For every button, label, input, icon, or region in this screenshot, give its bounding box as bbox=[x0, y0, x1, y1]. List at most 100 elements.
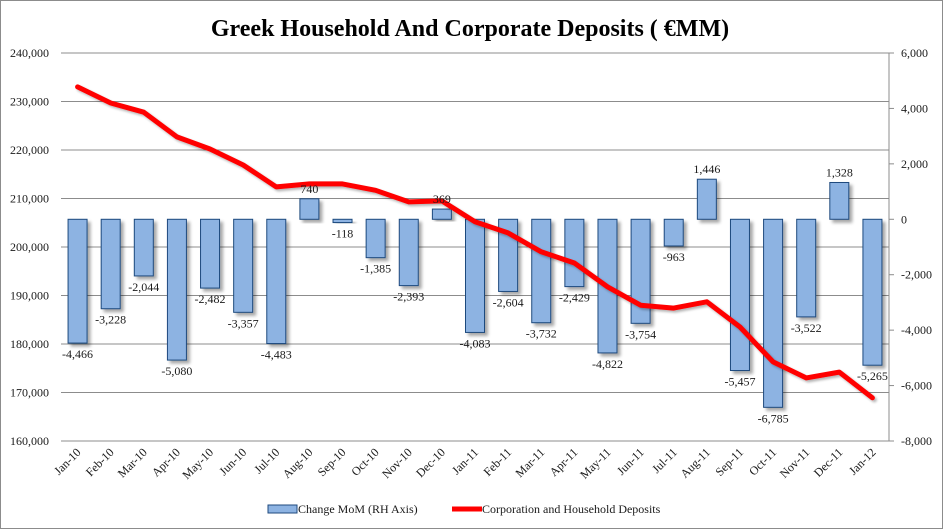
bar bbox=[763, 218, 784, 408]
bar bbox=[67, 218, 88, 344]
x-tick-label: Jan-12 bbox=[846, 445, 879, 478]
bar-series bbox=[67, 178, 883, 408]
left-tick-label: 240,000 bbox=[10, 46, 49, 60]
legend-label-line: Corporation and Household Deposits bbox=[482, 502, 661, 516]
bar-data-label: -2,044 bbox=[128, 280, 159, 294]
x-tick-label: Jul-11 bbox=[649, 445, 680, 476]
x-tick-label: May-11 bbox=[577, 445, 613, 481]
left-tick-label: 210,000 bbox=[10, 192, 49, 206]
bar-data-label: 740 bbox=[300, 182, 318, 196]
left-tick-label: 190,000 bbox=[10, 289, 49, 303]
bar bbox=[465, 218, 485, 333]
bar-data-label: -3,357 bbox=[228, 316, 259, 330]
bar-data-label: -118 bbox=[332, 227, 354, 241]
bar bbox=[696, 178, 717, 220]
bar-data-label: -2,393 bbox=[393, 290, 424, 304]
bar-data-label: -4,822 bbox=[592, 357, 623, 371]
deposits-line bbox=[75, 84, 875, 401]
bar-data-label: 369 bbox=[433, 192, 451, 206]
x-tick-label: Jul-10 bbox=[251, 445, 282, 476]
bar bbox=[299, 198, 320, 220]
bar bbox=[200, 218, 221, 289]
bar bbox=[233, 218, 254, 313]
bar-data-label: -963 bbox=[663, 250, 685, 264]
bar bbox=[166, 218, 187, 361]
bar-data-label: -3,732 bbox=[526, 327, 557, 341]
x-tick-label: Jan-11 bbox=[449, 445, 481, 477]
x-tick-label: Mar-10 bbox=[115, 445, 150, 480]
right-tick-label: -8,000 bbox=[901, 434, 932, 448]
left-tick-label: 200,000 bbox=[10, 240, 49, 254]
right-axis: 6,000 4,000 2,000 0 -2,000 -4,000 -6,000 -8,000 bbox=[888, 46, 932, 448]
x-tick-label: Jun-11 bbox=[614, 445, 647, 478]
bar bbox=[829, 181, 850, 220]
left-axis: 240,000 230,000 220,000 210,000 200,000 190,0… bbox=[10, 46, 49, 448]
x-tick-label: Feb-11 bbox=[481, 445, 515, 479]
bar-data-label: -4,483 bbox=[261, 348, 292, 362]
x-tick-label: Oct-10 bbox=[348, 445, 381, 478]
bar-data-label: -3,522 bbox=[791, 321, 822, 335]
bar bbox=[332, 218, 353, 224]
bar bbox=[266, 218, 287, 345]
bar-data-label: -3,754 bbox=[625, 327, 656, 341]
bar-data-label: -4,083 bbox=[460, 336, 491, 350]
bar-data-label: -2,482 bbox=[195, 292, 226, 306]
right-tick-label: -4,000 bbox=[901, 323, 932, 337]
x-tick-label: Mar-11 bbox=[512, 445, 547, 480]
bar bbox=[531, 218, 552, 324]
bar-data-label: 1,328 bbox=[826, 165, 853, 179]
legend-swatch-bars bbox=[267, 504, 298, 514]
x-tick-label: Jun-10 bbox=[216, 445, 249, 478]
right-tick-label: 4,000 bbox=[901, 101, 928, 115]
x-tick-label: Sep-11 bbox=[712, 445, 746, 479]
bar bbox=[398, 218, 419, 287]
legend-label-bars: Change MoM (RH Axis) bbox=[298, 502, 418, 516]
bar-data-label: -5,457 bbox=[724, 375, 755, 389]
bar bbox=[729, 218, 750, 372]
x-tick-label: Apr-11 bbox=[547, 445, 581, 479]
bar-data-label: 1,446 bbox=[693, 162, 720, 176]
chart-title: Greek Household And Corporate Deposits (… bbox=[211, 16, 729, 42]
x-tick-label: Dec-10 bbox=[413, 445, 448, 480]
bar-data-label: -1,385 bbox=[360, 262, 391, 276]
bar-data-label: -5,080 bbox=[161, 364, 192, 378]
bar-data-label: -2,429 bbox=[559, 291, 590, 305]
line-series bbox=[75, 84, 875, 401]
right-tick-label: -2,000 bbox=[901, 268, 932, 282]
bar bbox=[564, 218, 585, 288]
x-tick-label: Oct-11 bbox=[746, 445, 779, 478]
bar bbox=[663, 218, 684, 247]
bar bbox=[365, 218, 386, 259]
right-tick-label: 0 bbox=[901, 212, 907, 226]
left-tick-label: 220,000 bbox=[10, 143, 49, 157]
bar bbox=[796, 218, 817, 318]
bar bbox=[862, 218, 883, 366]
bar-data-label: -2,604 bbox=[493, 295, 524, 309]
x-tick-label: Feb-10 bbox=[83, 445, 117, 479]
right-tick-label: 2,000 bbox=[901, 157, 928, 171]
x-tick-label: Nov-10 bbox=[379, 445, 415, 481]
bar-data-label: -3,228 bbox=[95, 313, 126, 327]
bar-data-labels: -4,466 -3,228 -2,044 -5,080 -2,482-3,357 -4,4… bbox=[62, 162, 888, 425]
bar bbox=[133, 218, 154, 277]
right-tick-label: -6,000 bbox=[901, 379, 932, 393]
bar bbox=[630, 218, 651, 324]
x-tick-label: Dec-11 bbox=[811, 445, 846, 480]
x-tick-label: Nov-11 bbox=[777, 445, 813, 481]
legend: Change MoM (RH Axis) Corporation and Hou… bbox=[267, 502, 661, 516]
bar bbox=[100, 218, 121, 310]
x-tick-label: Aug-10 bbox=[280, 445, 316, 481]
x-tick-label: Aug-11 bbox=[677, 445, 713, 481]
left-tick-label: 180,000 bbox=[10, 337, 49, 351]
right-tick-label: 6,000 bbox=[901, 46, 928, 60]
x-tick-label: Sep-10 bbox=[315, 445, 349, 479]
bar-data-label: -6,785 bbox=[758, 411, 789, 425]
left-tick-label: 160,000 bbox=[10, 434, 49, 448]
x-tick-label: May-10 bbox=[179, 445, 216, 482]
x-tick-label: Jan-10 bbox=[51, 445, 84, 478]
bar-data-label: -4,466 bbox=[62, 347, 93, 361]
bar-data-label: -5,265 bbox=[857, 369, 888, 383]
x-tick-label: Apr-10 bbox=[149, 445, 183, 479]
